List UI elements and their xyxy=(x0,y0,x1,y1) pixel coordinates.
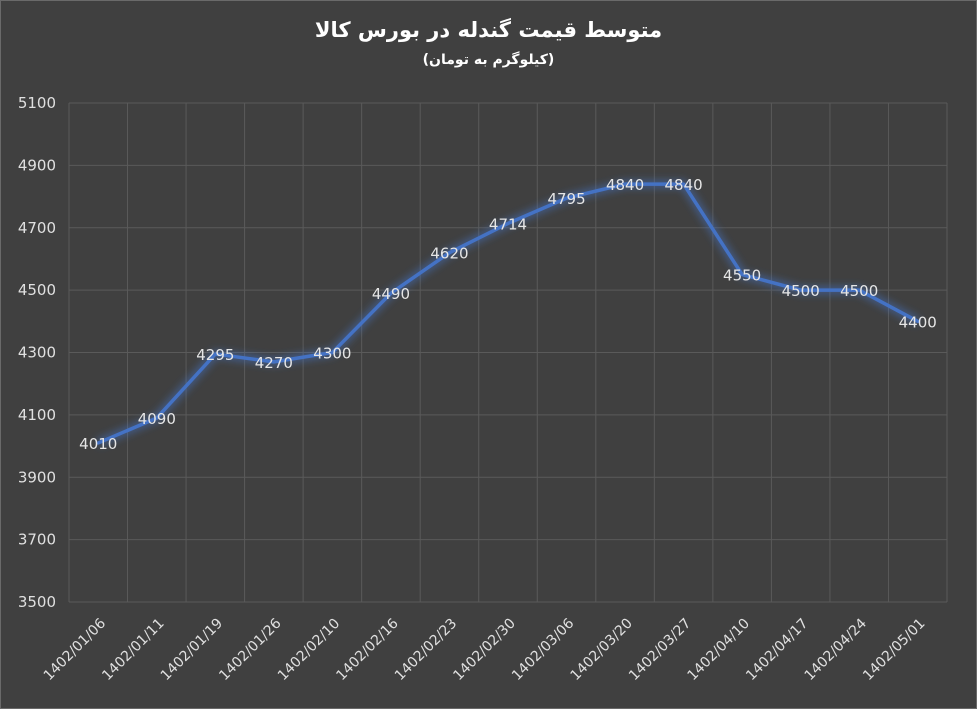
data-labels: 4010 4090 4295 4270 4300 4490 4620 4714 4795 4840… xyxy=(79,176,937,453)
x-tick-label: 1402/04/10 xyxy=(685,616,753,684)
y-tick-label: 4300 xyxy=(18,344,56,362)
data-label: 4550 xyxy=(723,267,761,285)
y-tick-label: 4700 xyxy=(18,219,56,237)
x-tick-label: 1402/04/17 xyxy=(743,616,811,684)
data-label: 4714 xyxy=(489,215,527,233)
x-tick-label: 1402/02/10 xyxy=(275,616,343,684)
data-label: 4840 xyxy=(606,176,644,194)
y-tick-label: 4500 xyxy=(18,281,56,299)
x-axis: 1402/01/061402/01/111402/01/191402/01/26… xyxy=(41,615,929,683)
data-label: 4270 xyxy=(255,354,293,372)
y-tick-label: 4900 xyxy=(18,156,56,174)
x-tick-label: 1402/03/20 xyxy=(568,616,636,684)
grid xyxy=(68,102,948,603)
data-label: 4300 xyxy=(313,345,351,363)
x-tick-label: 1402/01/11 xyxy=(99,616,167,684)
y-tick-label: 5100 xyxy=(18,94,56,112)
x-tick-label: 1402/01/06 xyxy=(41,615,109,683)
x-tick-label: 1402/01/19 xyxy=(158,616,226,684)
data-label: 4090 xyxy=(138,410,176,428)
x-tick-label: 1402/03/27 xyxy=(626,616,694,684)
data-label: 4010 xyxy=(79,435,117,453)
data-label: 4795 xyxy=(547,190,585,208)
x-tick-label: 1402/02/30 xyxy=(450,616,518,684)
x-tick-label: 1402/03/06 xyxy=(509,615,577,683)
data-label: 4500 xyxy=(840,282,878,300)
x-tick-label: 1402/02/23 xyxy=(392,616,460,684)
series-line-path xyxy=(96,182,920,445)
x-tick-label: 1402/05/01 xyxy=(860,616,928,684)
data-label: 4295 xyxy=(196,346,234,364)
data-label: 4620 xyxy=(430,245,468,263)
y-tick-label: 3500 xyxy=(18,593,56,611)
series-line xyxy=(96,180,920,447)
data-label: 4400 xyxy=(899,313,937,331)
data-label: 4500 xyxy=(782,282,820,300)
x-tick-label: 1402/01/26 xyxy=(216,615,284,683)
y-tick-label: 4100 xyxy=(18,406,56,424)
chart-subtitle: (کیلوگرم به تومان) xyxy=(422,52,555,68)
y-tick-label: 3900 xyxy=(18,468,56,486)
data-label: 4490 xyxy=(372,285,410,303)
y-axis: 3500 3700 3900 4100 4300 4500 4700 4900 5100 xyxy=(18,94,56,611)
data-label: 4840 xyxy=(665,176,703,194)
chart-title: متوسط قیمت گندله در بورس کالا xyxy=(314,18,663,42)
y-tick-label: 3700 xyxy=(18,531,56,549)
